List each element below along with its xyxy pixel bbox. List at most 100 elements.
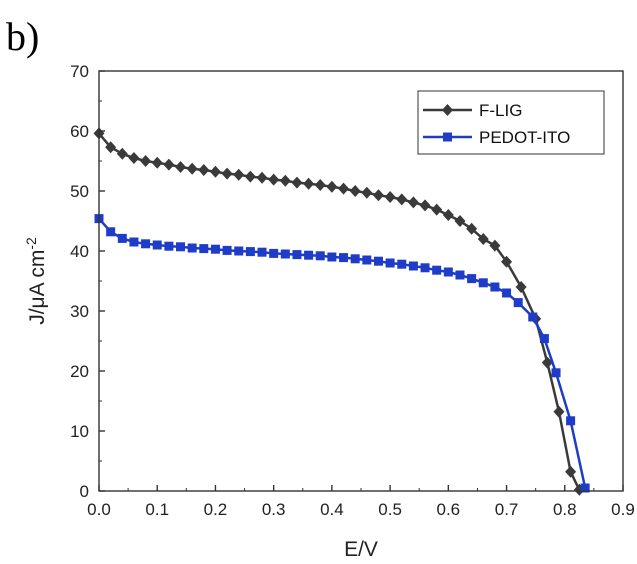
series-line-f-lig: [98, 132, 581, 491]
data-point-pedot-ito: [528, 312, 538, 322]
data-point-f-lig: [291, 176, 303, 189]
data-point-pedot-ito: [339, 253, 349, 263]
y-tick-label: 70: [70, 62, 89, 81]
data-point-pedot-ito: [257, 247, 267, 257]
data-point-f-lig: [198, 164, 210, 176]
x-tick-label: 0.3: [262, 500, 286, 519]
y-tick-label: 40: [70, 242, 89, 261]
y-axis-title-main: J/μA cm: [26, 250, 49, 325]
x-tick-label: 0.6: [437, 500, 461, 519]
data-point-f-lig: [489, 239, 501, 252]
x-tick-label: 0.1: [145, 500, 169, 519]
data-point-pedot-ito: [513, 298, 523, 308]
x-tick-label: 0.0: [87, 500, 111, 519]
data-point-f-lig: [175, 161, 187, 173]
series-f-lig: [93, 127, 585, 496]
data-point-f-lig: [338, 182, 350, 195]
data-point-f-lig: [128, 152, 140, 164]
y-axis-title-superscript: -2: [23, 237, 39, 250]
data-point-pedot-ito: [467, 274, 477, 284]
data-point-pedot-ito: [580, 483, 590, 493]
data-point-f-lig: [515, 281, 527, 293]
data-point-pedot-ito: [373, 256, 383, 266]
data-point-f-lig: [303, 177, 315, 190]
data-point-pedot-ito: [362, 255, 372, 265]
data-point-pedot-ito: [408, 261, 418, 271]
x-axis-title: E/V: [344, 538, 378, 561]
data-point-pedot-ito: [397, 259, 407, 269]
x-tick-label: 0.8: [553, 500, 577, 519]
data-point-f-lig: [501, 255, 513, 268]
data-point-f-lig: [268, 173, 280, 186]
legend-marker-pedot-ito: [443, 132, 452, 142]
data-point-pedot-ito: [315, 251, 325, 261]
x-tick-label: 0.4: [320, 500, 344, 519]
data-point-pedot-ito: [245, 247, 255, 257]
data-point-pedot-ito: [164, 241, 174, 251]
data-point-pedot-ito: [566, 416, 576, 426]
data-point-f-lig: [419, 199, 431, 212]
data-point-pedot-ito: [129, 237, 139, 247]
data-point-pedot-ito: [141, 239, 151, 249]
data-point-f-lig: [244, 170, 256, 183]
legend-marker-f-lig: [442, 104, 453, 116]
data-point-f-lig: [565, 465, 577, 478]
series-pedot-ito: [94, 214, 590, 493]
data-point-f-lig: [233, 168, 245, 181]
data-point-pedot-ito: [117, 233, 127, 243]
data-point-pedot-ito: [106, 227, 116, 237]
legend-label-pedot-ito: PEDOT-ITO: [479, 128, 570, 147]
y-axis-title: J/μA cm-2: [23, 237, 49, 325]
data-point-f-lig: [541, 356, 553, 369]
legend-item-pedot-ito: PEDOT-ITO: [423, 128, 570, 147]
data-point-f-lig: [256, 171, 268, 184]
x-tick-label: 0.7: [495, 500, 519, 519]
data-point-f-lig: [431, 203, 443, 216]
data-point-f-lig: [221, 167, 233, 180]
data-point-f-lig: [372, 189, 384, 202]
data-point-pedot-ito: [187, 243, 197, 253]
data-point-f-lig: [140, 155, 152, 167]
data-point-pedot-ito: [443, 267, 453, 277]
data-point-f-lig: [209, 165, 221, 178]
data-point-f-lig: [314, 179, 326, 191]
legend-label-f-lig: F-LIG: [479, 101, 522, 120]
data-point-f-lig: [105, 141, 117, 154]
data-point-pedot-ito: [551, 368, 561, 378]
x-tick-label: 0.5: [378, 500, 402, 519]
data-point-f-lig: [116, 147, 128, 160]
data-point-pedot-ito: [304, 250, 314, 260]
data-point-pedot-ito: [539, 334, 549, 344]
data-point-f-lig: [442, 209, 454, 221]
data-point-pedot-ito: [420, 263, 430, 273]
y-tick-label: 60: [70, 122, 89, 141]
data-point-pedot-ito: [327, 252, 337, 262]
data-point-f-lig: [326, 180, 338, 193]
data-point-pedot-ito: [210, 244, 220, 254]
y-tick-label: 20: [70, 362, 89, 381]
data-point-f-lig: [477, 233, 489, 245]
data-point-pedot-ito: [176, 242, 186, 252]
data-point-pedot-ito: [490, 282, 500, 292]
data-point-f-lig: [466, 222, 478, 235]
data-point-pedot-ito: [234, 246, 244, 256]
data-point-pedot-ito: [269, 248, 279, 258]
x-tick-label: 0.9: [611, 500, 635, 519]
data-point-f-lig: [396, 193, 408, 206]
y-tick-label: 30: [70, 302, 89, 321]
data-point-pedot-ito: [455, 270, 465, 280]
data-point-f-lig: [349, 185, 361, 197]
data-point-pedot-ito: [292, 250, 302, 260]
data-point-pedot-ito: [385, 258, 395, 268]
data-point-pedot-ito: [222, 245, 232, 255]
y-tick-label: 0: [80, 482, 89, 501]
legend: F-LIG PEDOT-ITO: [417, 90, 605, 155]
data-point-pedot-ito: [478, 278, 488, 288]
plot-data-layer: [93, 127, 590, 496]
data-point-pedot-ito: [350, 254, 360, 264]
data-point-pedot-ito: [432, 265, 442, 275]
data-point-f-lig: [454, 215, 466, 227]
data-point-pedot-ito: [502, 288, 512, 298]
x-axis-ticks: 0.0 0.1 0.2 0.3 0.4 0.5 0.6 0.7 0.8 0.9: [87, 485, 635, 519]
